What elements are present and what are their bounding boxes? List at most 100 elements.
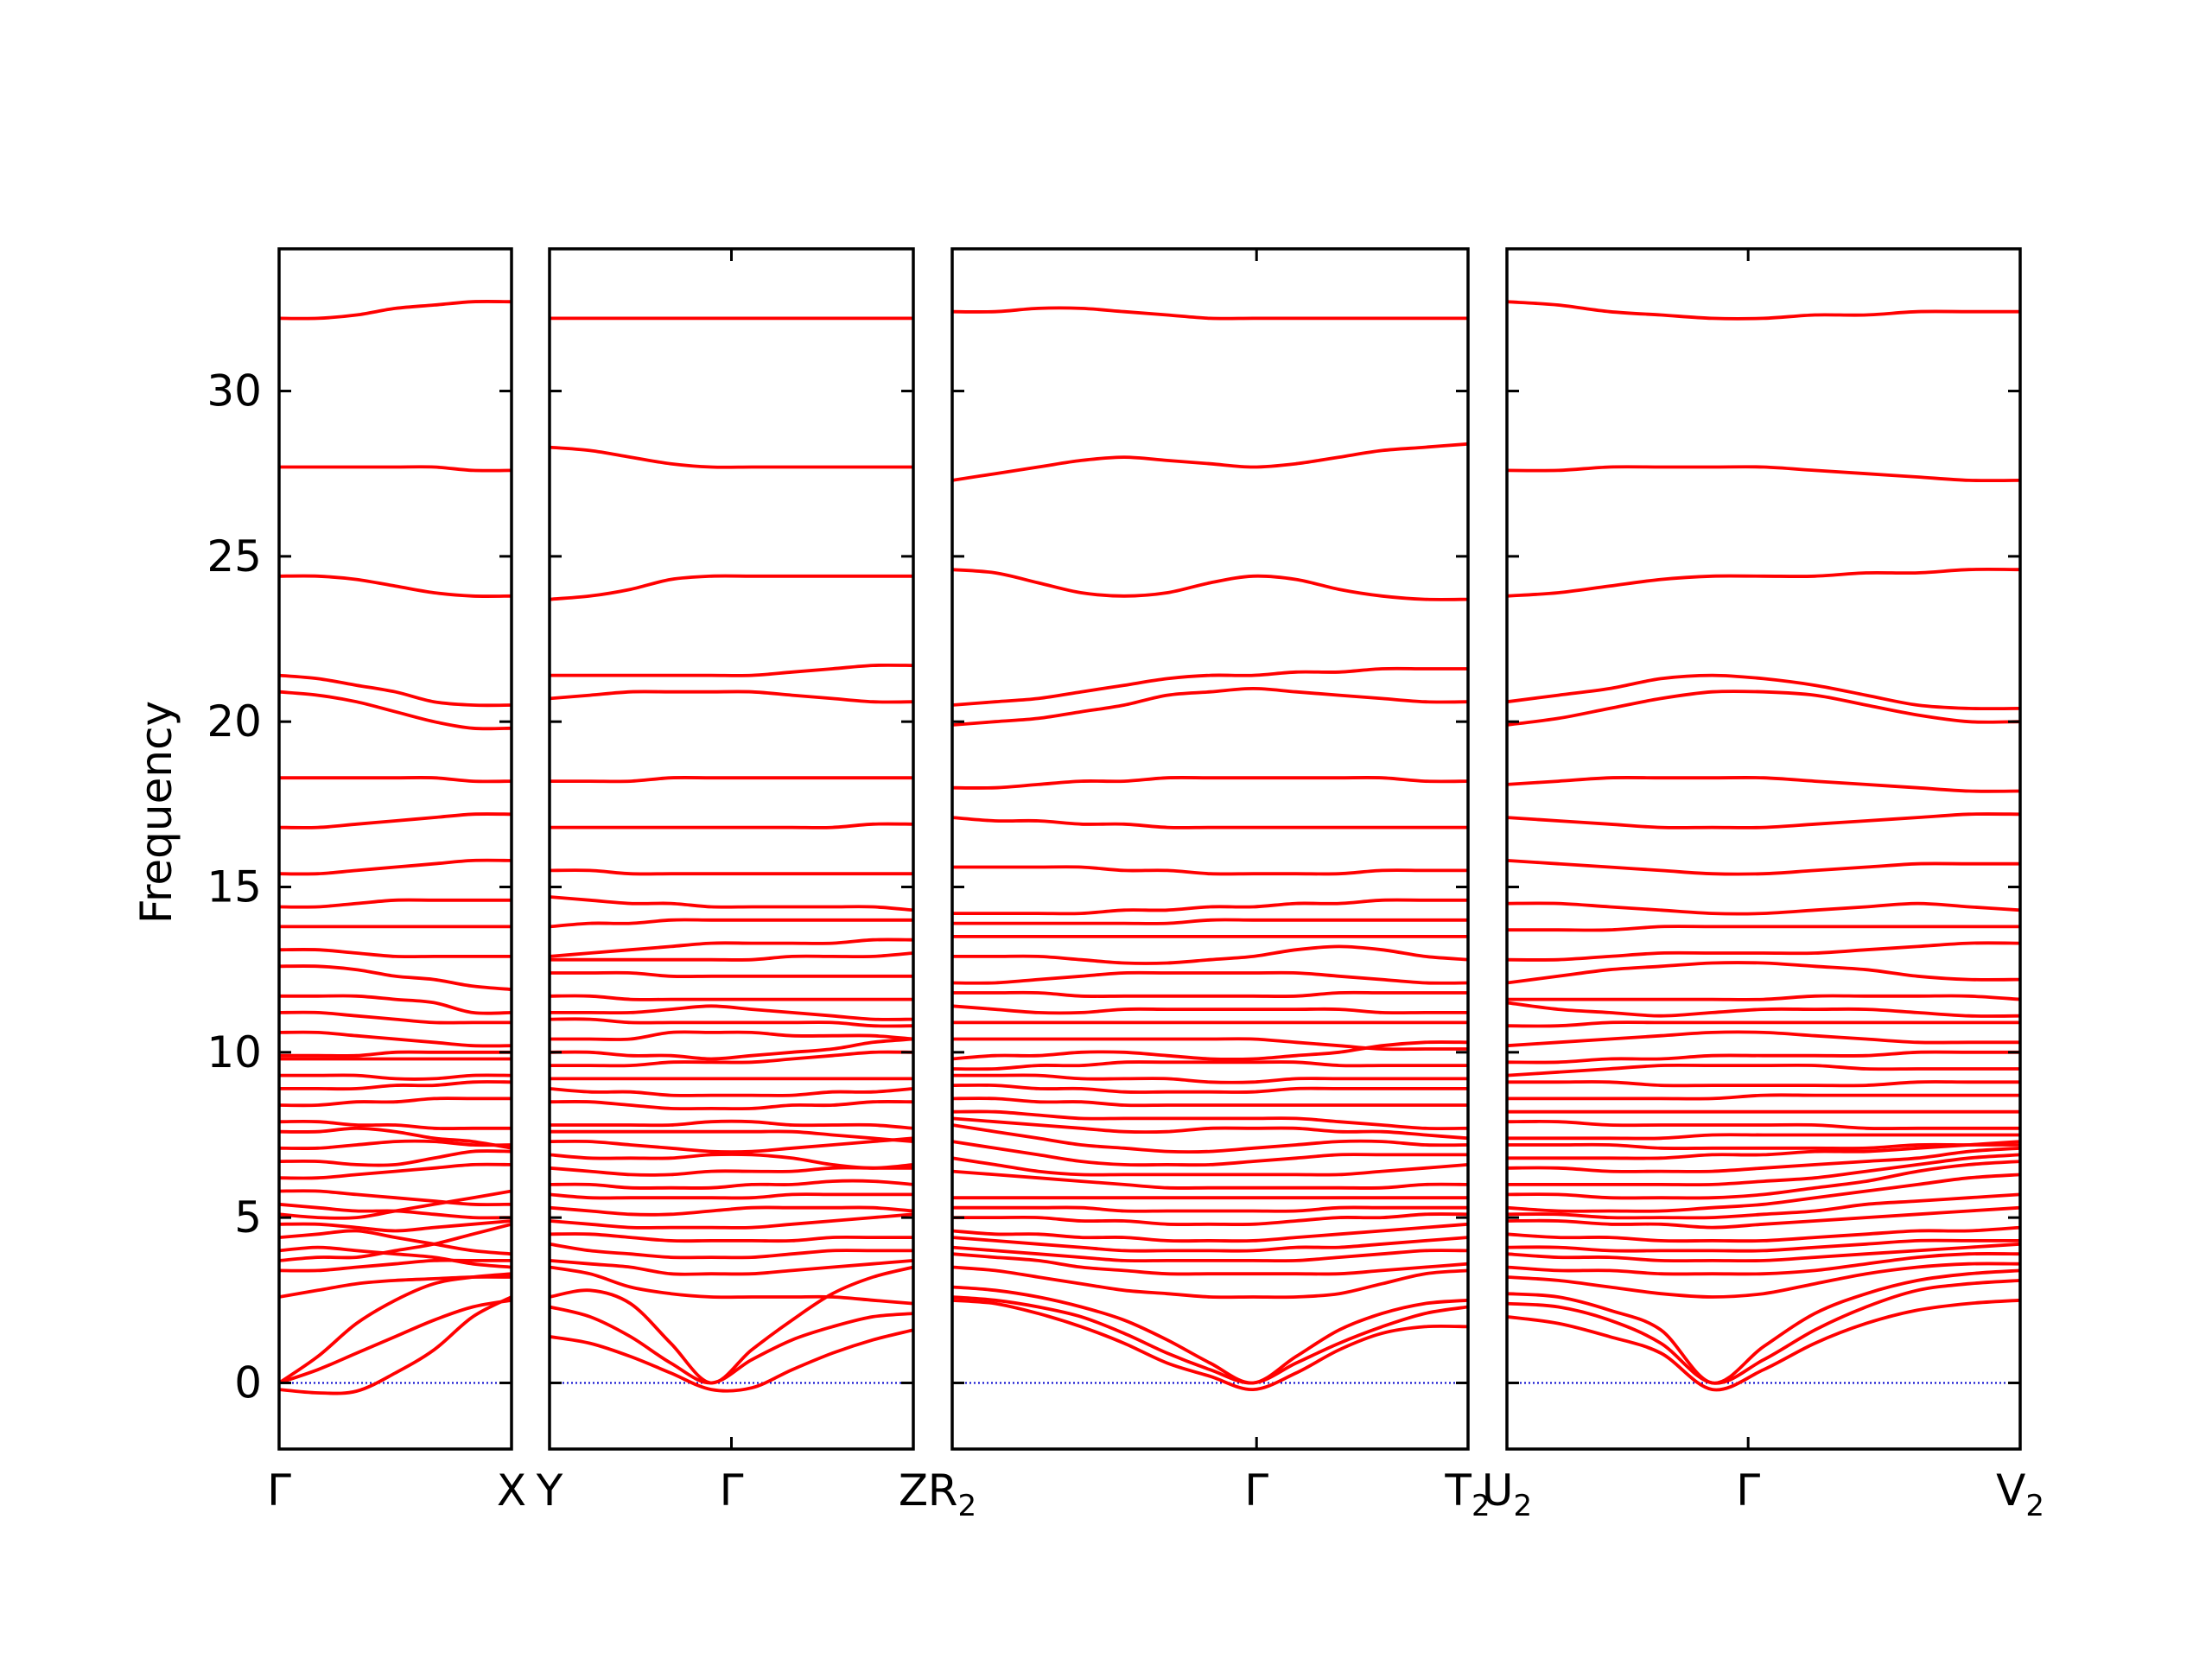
band-line-29 — [550, 918, 913, 929]
band-line-32 — [279, 776, 512, 784]
bands — [1507, 300, 2020, 1392]
band-line-1 — [1507, 1298, 2020, 1392]
band-line-37 — [279, 300, 512, 321]
band-line-2 — [1507, 1279, 2020, 1385]
band-line-24 — [1507, 1030, 2020, 1048]
band-line-36 — [1507, 673, 2020, 711]
band-line-3 — [550, 1265, 913, 1385]
band-line-33 — [550, 776, 913, 784]
band-line-36 — [279, 465, 512, 473]
band-line-38 — [1507, 465, 2020, 483]
x-tick-label-main: X — [497, 1465, 526, 1516]
x-tick-label: X — [497, 1465, 526, 1516]
band-line-9 — [1507, 1205, 2020, 1230]
band-line-24 — [550, 1004, 913, 1021]
band-line-26 — [952, 990, 1468, 998]
band-line-23 — [279, 1030, 512, 1048]
band-line-5 — [1507, 1252, 2020, 1276]
x-tick-label-subscript: 2 — [1471, 1489, 1491, 1523]
band-line-1 — [952, 1298, 1468, 1392]
band-line-28 — [1507, 961, 2020, 985]
band-line-19 — [952, 1083, 1468, 1094]
x-tick-label-subscript: 2 — [1514, 1489, 1533, 1523]
x-tick-label: R2 — [928, 1465, 976, 1523]
band-line-18 — [1507, 1119, 2020, 1131]
band-line-21 — [1507, 1080, 2020, 1088]
band-line-1 — [550, 1328, 913, 1393]
x-tick-label-main: Γ — [1244, 1465, 1268, 1516]
band-line-26 — [279, 964, 512, 991]
band-line-22 — [952, 1040, 1468, 1061]
band-line-19 — [279, 1080, 512, 1091]
band-line-17 — [952, 1109, 1468, 1131]
band-line-8 — [550, 1212, 913, 1230]
band-line-3 — [952, 1285, 1468, 1385]
band-line-24 — [279, 1010, 512, 1025]
band-line-27 — [1507, 994, 2020, 1001]
x-tick-label-subscript: 2 — [2025, 1489, 2044, 1523]
band-line-34 — [952, 776, 1468, 790]
band-line-33 — [952, 816, 1468, 830]
band-line-39 — [1507, 300, 2020, 321]
band-line-21 — [550, 1037, 913, 1061]
x-tick-label: T2 — [1444, 1465, 1490, 1523]
band-line-35 — [1507, 690, 2020, 727]
band-line-12 — [1507, 1160, 2020, 1200]
band-line-17 — [1507, 1133, 2020, 1141]
band-line-8 — [1507, 1225, 2020, 1243]
band-line-27 — [279, 948, 512, 959]
band-panel-3: R2 Γ T2 — [928, 247, 1491, 1523]
y-tick-label: 15 — [207, 862, 262, 912]
band-line-37 — [1507, 567, 2020, 598]
band-line-4 — [550, 1265, 913, 1306]
band-line-10 — [1507, 1192, 2020, 1220]
band-line-25 — [550, 994, 913, 1001]
band-line-9 — [279, 1219, 512, 1233]
band-line-38 — [952, 442, 1468, 482]
band-line-34 — [550, 690, 913, 704]
band-line-25 — [952, 1004, 1468, 1015]
band-line-14 — [550, 1136, 913, 1154]
band-line-20 — [550, 1050, 913, 1068]
band-line-26 — [1507, 1001, 2020, 1018]
x-tick-label: Z — [899, 1465, 928, 1516]
band-line-3 — [279, 1298, 512, 1385]
band-line-3 — [1507, 1268, 2020, 1385]
band-line-14 — [1507, 1146, 2020, 1173]
band-line-25 — [279, 994, 512, 1015]
band-line-14 — [279, 1149, 512, 1167]
band-line-25 — [1507, 1020, 2020, 1028]
y-axis-title: Frequency — [131, 701, 181, 924]
band-line-20 — [1507, 1093, 2020, 1101]
band-line-13 — [279, 1162, 512, 1180]
band-line-1 — [279, 1295, 512, 1395]
band-line-35 — [952, 687, 1468, 727]
band-line-29 — [279, 898, 512, 909]
band-line-32 — [952, 865, 1468, 876]
band-panel-4: U2 Γ V2 — [1482, 247, 2044, 1523]
band-line-6 — [1507, 1242, 2020, 1263]
band-line-18 — [952, 1096, 1468, 1108]
band-line-13 — [1507, 1153, 2020, 1187]
band-line-17 — [279, 1119, 512, 1131]
panel-frame — [277, 247, 513, 1451]
band-line-39 — [952, 306, 1468, 321]
band-line-36 — [952, 666, 1468, 707]
band-line-32 — [550, 822, 913, 830]
band-line-4 — [279, 1274, 512, 1299]
band-line-16 — [279, 1126, 512, 1150]
y-tick-label: 10 — [207, 1027, 262, 1077]
band-line-13 — [550, 1153, 913, 1170]
band-line-12 — [952, 1169, 1468, 1190]
band-line-7 — [1507, 1238, 2020, 1253]
band-line-27 — [550, 951, 913, 962]
band-line-37 — [550, 445, 913, 469]
band-line-34 — [1507, 776, 2020, 793]
band-line-21 — [952, 1060, 1468, 1071]
x-tick-label-subscript: 2 — [958, 1489, 977, 1523]
band-line-30 — [279, 858, 512, 876]
x-tick-label-main: R — [928, 1465, 958, 1516]
band-line-18 — [279, 1096, 512, 1108]
